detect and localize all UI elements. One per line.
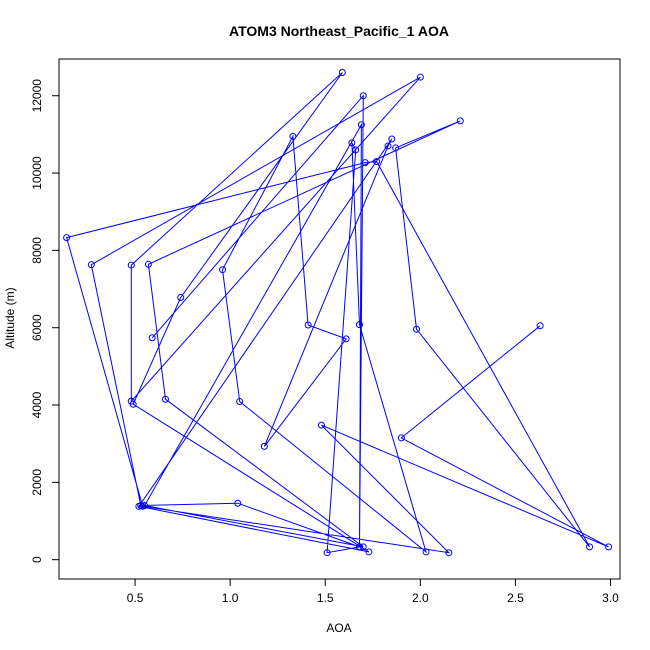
data-point [289, 132, 297, 140]
x-tick-label: 2.0 [412, 591, 429, 605]
data-point [348, 139, 356, 147]
x-axis: 0.5 1.0 1.5 2.0 2.5 3.0 [127, 578, 619, 605]
chart-title: ATOM3 Northeast_Pacific_1 AOA [229, 23, 449, 39]
data-point [236, 398, 244, 406]
data-point [87, 261, 95, 269]
series-aoa [63, 69, 613, 557]
data-point [384, 142, 392, 150]
data-point [445, 549, 453, 557]
y-tick-label: 4000 [30, 391, 44, 418]
data-point [536, 322, 544, 330]
data-point [127, 397, 135, 405]
y-axis: 0 2000 4000 6000 8000 10000 12000 [30, 79, 60, 563]
y-tick-label: 0 [30, 556, 44, 563]
data-point [359, 543, 367, 551]
data-point [352, 146, 360, 154]
data-point [373, 157, 381, 165]
x-tick-label: 2.5 [507, 591, 524, 605]
data-point [148, 334, 156, 342]
data-point [397, 434, 405, 442]
data-point [234, 499, 242, 507]
data-point [586, 543, 594, 551]
y-tick-label: 12000 [30, 79, 44, 113]
data-point [144, 260, 152, 268]
y-tick-label: 6000 [30, 314, 44, 341]
data-point [361, 159, 369, 167]
x-tick-label: 3.0 [602, 591, 619, 605]
data-point [127, 261, 135, 269]
data-point [137, 502, 145, 510]
data-point [342, 335, 350, 343]
x-tick-label: 0.5 [127, 591, 144, 605]
data-point [177, 294, 185, 302]
data-point [392, 144, 400, 152]
data-point [359, 92, 367, 100]
y-tick-label: 2000 [30, 469, 44, 496]
series-line [65, 72, 609, 554]
x-tick-label: 1.0 [222, 591, 239, 605]
data-point [260, 442, 268, 450]
data-point [605, 543, 613, 551]
data-point [388, 135, 396, 143]
data-point [355, 321, 363, 329]
data-point [323, 549, 331, 557]
y-tick-label: 8000 [30, 237, 44, 264]
data-point [365, 548, 373, 556]
data-point [63, 234, 71, 242]
data-point [357, 121, 365, 129]
data-point [413, 325, 421, 333]
data-point [219, 266, 227, 274]
y-tick-label: 10000 [30, 156, 44, 190]
data-point [317, 421, 325, 429]
data-point [304, 321, 312, 329]
data-point [161, 395, 169, 403]
data-point [422, 548, 430, 556]
x-axis-label: AOA [326, 621, 351, 635]
data-point [416, 73, 424, 81]
data-point [355, 543, 363, 551]
x-tick-label: 1.5 [317, 591, 334, 605]
data-point [456, 117, 464, 125]
data-point [338, 69, 346, 77]
y-axis-label: Altitude (m) [3, 287, 17, 348]
